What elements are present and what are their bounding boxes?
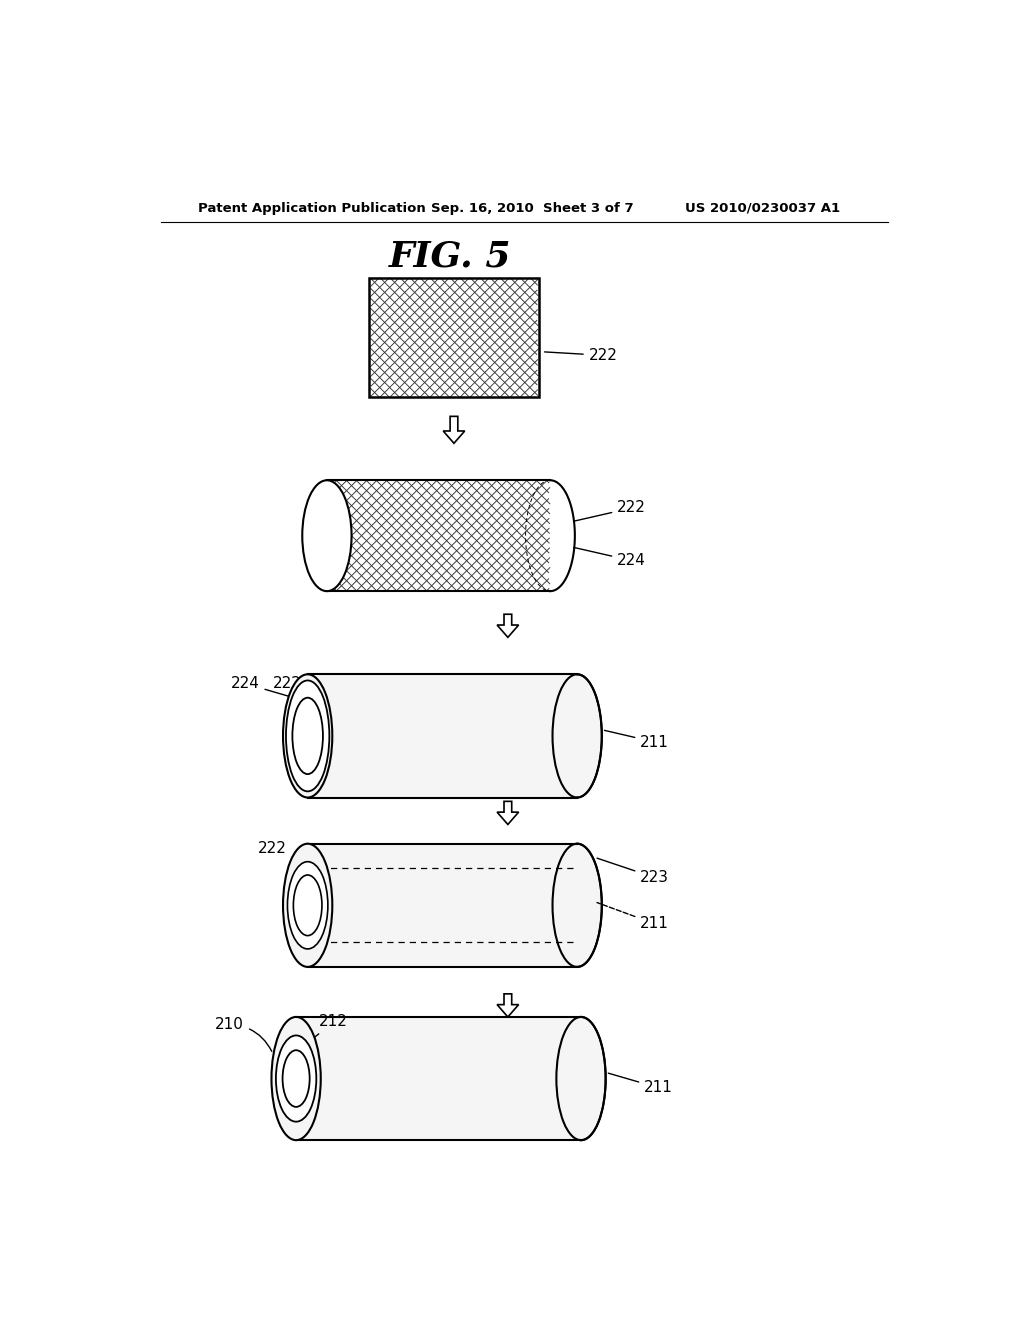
- Text: 223: 223: [597, 858, 670, 886]
- Text: Sep. 16, 2010  Sheet 3 of 7: Sep. 16, 2010 Sheet 3 of 7: [431, 202, 634, 215]
- Polygon shape: [497, 801, 518, 825]
- Text: FIG. 5: FIG. 5: [389, 240, 511, 275]
- Bar: [370, 277, 539, 397]
- Bar: [307, 843, 578, 966]
- Text: 211: 211: [608, 1073, 673, 1096]
- Bar: [307, 675, 578, 797]
- Ellipse shape: [553, 843, 602, 968]
- Text: 211: 211: [597, 903, 669, 932]
- Ellipse shape: [293, 875, 322, 936]
- Polygon shape: [443, 416, 465, 444]
- Ellipse shape: [271, 1016, 321, 1140]
- Text: Patent Application Publication: Patent Application Publication: [199, 202, 426, 215]
- Bar: [296, 1016, 581, 1140]
- Text: 222: 222: [273, 676, 307, 714]
- Text: 210: 210: [215, 1016, 271, 1052]
- Text: 222: 222: [573, 500, 646, 521]
- Text: 212: 212: [302, 1014, 348, 1047]
- Text: 222: 222: [258, 841, 301, 863]
- Ellipse shape: [275, 1035, 316, 1122]
- Bar: [327, 480, 550, 591]
- Text: 222: 222: [545, 348, 617, 363]
- Ellipse shape: [288, 862, 328, 949]
- Ellipse shape: [283, 1051, 309, 1107]
- Ellipse shape: [283, 675, 333, 797]
- Ellipse shape: [283, 843, 333, 968]
- Text: 224: 224: [230, 676, 298, 700]
- Text: 211: 211: [604, 730, 669, 750]
- Ellipse shape: [302, 480, 351, 591]
- Polygon shape: [497, 614, 518, 638]
- Text: US 2010/0230037 A1: US 2010/0230037 A1: [685, 202, 840, 215]
- Ellipse shape: [556, 1016, 605, 1140]
- Text: 224: 224: [573, 548, 646, 568]
- Polygon shape: [497, 994, 518, 1016]
- Ellipse shape: [293, 698, 323, 774]
- Ellipse shape: [286, 681, 330, 792]
- Ellipse shape: [553, 675, 602, 797]
